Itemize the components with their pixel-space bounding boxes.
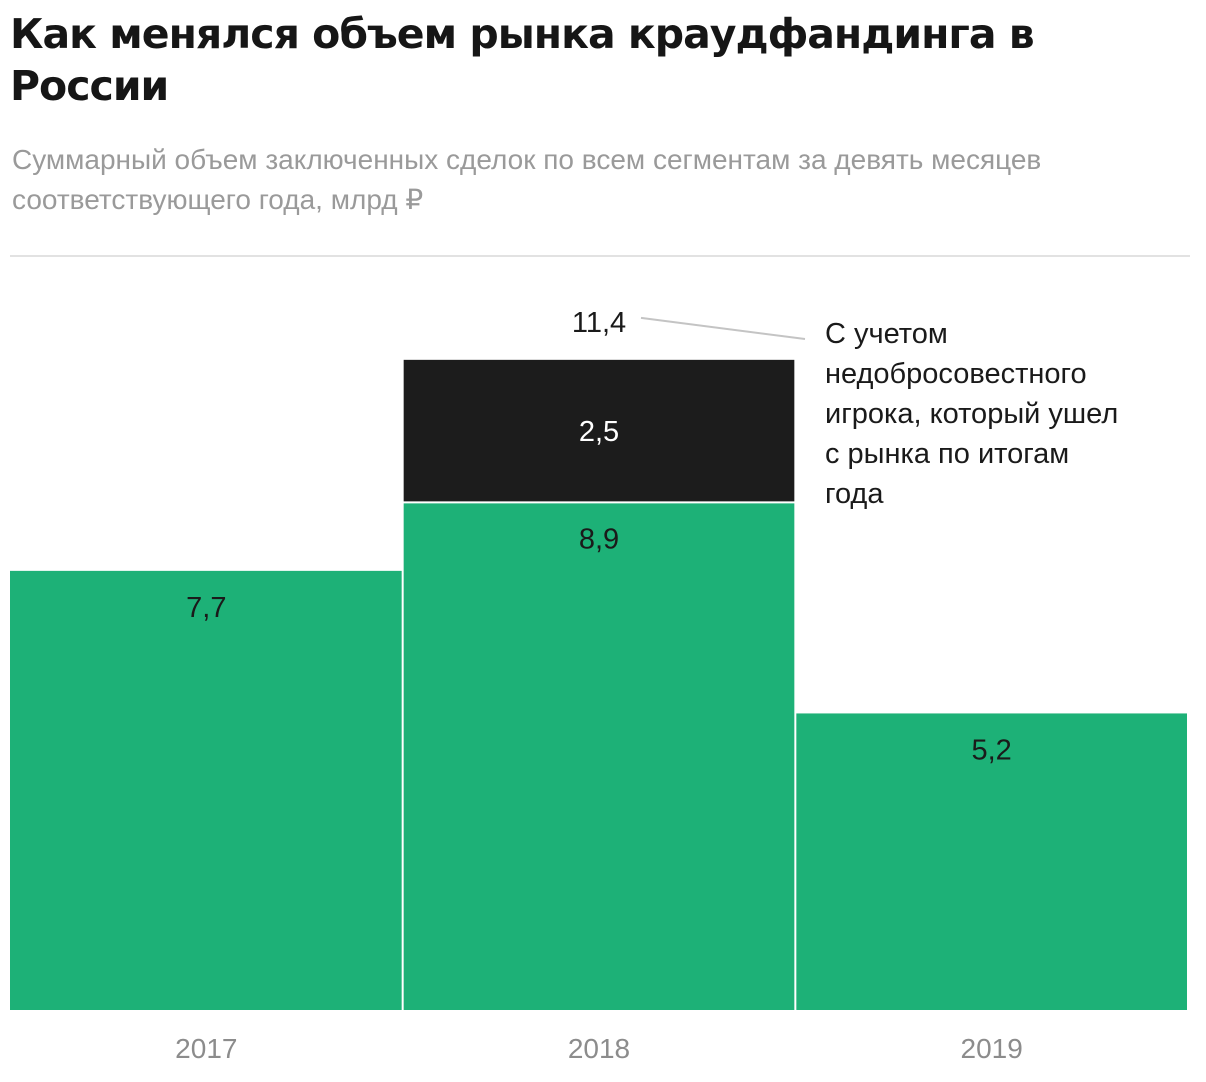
x-tick-2018: 2018 <box>568 1033 630 1064</box>
annotation-leader-line <box>640 316 806 340</box>
data-label-2017-s0: 7,7 <box>186 592 226 624</box>
annotation-line: игрока, который ушел <box>825 398 1118 430</box>
annotation-text: С учетом недобросовестного игрока, который… <box>825 318 1118 510</box>
data-label-2018-s0: 8,9 <box>579 523 619 555</box>
bar-2019-s0 <box>796 713 1187 1010</box>
bar-2018-s1 <box>403 359 795 503</box>
bar-2017-s0 <box>10 570 402 1010</box>
total-label-2018: 11,4 <box>572 307 626 339</box>
chart-subtitle: Суммарный объем заключенных сделок по вс… <box>12 144 1042 215</box>
bars-layer <box>10 359 1187 1010</box>
data-label-2019-s0: 5,2 <box>972 734 1012 766</box>
chart-title: Как менялся объем рынка краудфандинга в … <box>10 10 1035 110</box>
x-axis-ticks: 2017 2018 2019 <box>175 1033 1023 1064</box>
x-tick-2019: 2019 <box>961 1033 1023 1064</box>
x-tick-2017: 2017 <box>175 1033 237 1064</box>
annotation-layer: С учетом недобросовестного игрока, который… <box>640 316 1118 510</box>
data-label-2018-s1: 2,5 <box>579 416 619 448</box>
header-divider <box>10 255 1190 257</box>
annotation-line: с рынка по итогам <box>825 438 1069 470</box>
annotation-line: С учетом <box>825 318 948 350</box>
bar-2018-s0 <box>403 502 795 1010</box>
annotation-line: года <box>825 478 884 510</box>
labels-layer: 7,7 8,9 5,2 2,5 11,4 <box>186 307 1012 767</box>
annotation-line: недобросовестного <box>825 358 1087 390</box>
